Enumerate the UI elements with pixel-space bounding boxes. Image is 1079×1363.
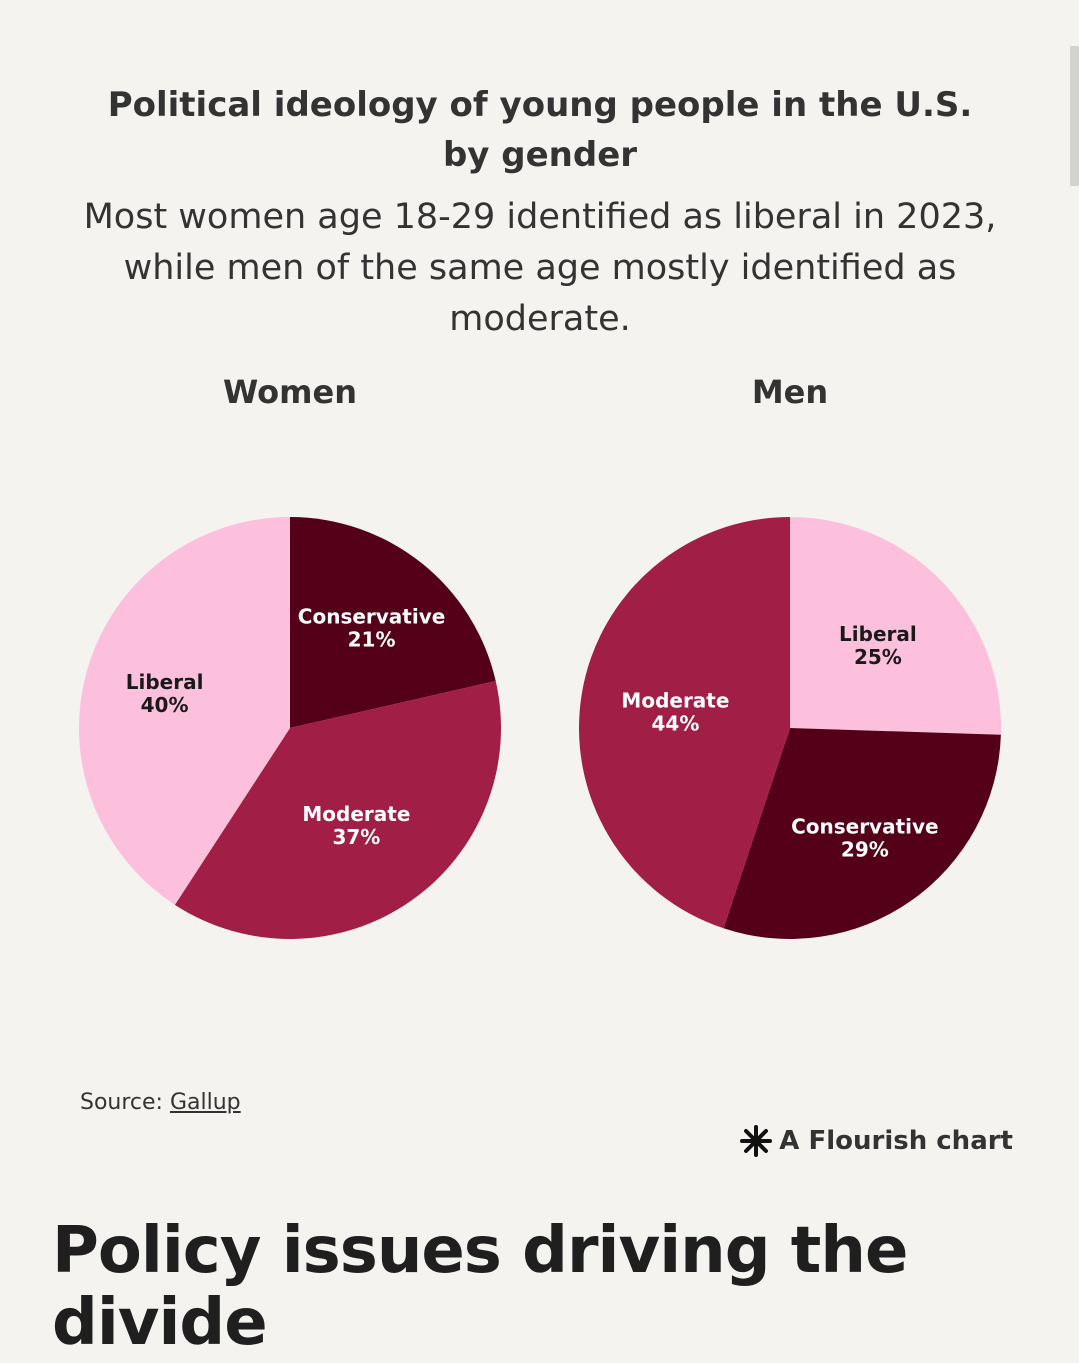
- pie-value-moderate: 37%: [332, 825, 380, 849]
- section-heading: Policy issues driving the divide: [52, 1214, 908, 1360]
- pie-slice-conservative[interactable]: [723, 728, 1001, 939]
- pie-slice-moderate[interactable]: [578, 517, 790, 929]
- pie-slice-moderate[interactable]: [174, 681, 501, 940]
- pie-label-conservative: Conservative: [791, 814, 939, 838]
- pie-label-conservative: Conservative: [298, 605, 446, 629]
- chart-title: Political ideology of young people in th…: [107, 85, 973, 175]
- pie-value-moderate: 44%: [652, 711, 700, 735]
- pie-value-conservative: 21%: [348, 628, 396, 652]
- flourish-asterisk-icon: [740, 1125, 773, 1157]
- pie-slice-conservative[interactable]: [290, 517, 496, 728]
- source-link[interactable]: Gallup: [169, 1090, 241, 1115]
- pie-value-liberal: 40%: [141, 693, 189, 717]
- pie-title-men: Men: [751, 373, 829, 411]
- scrollbar[interactable]: [1070, 46, 1079, 186]
- pie-label-moderate: Moderate: [621, 688, 729, 712]
- pie-label-moderate: Moderate: [302, 802, 410, 826]
- flourish-credit-link[interactable]: A Flourish chart: [739, 1124, 1013, 1158]
- chart-subtitle: Most women age 18-29 identified as liber…: [83, 197, 997, 339]
- pie-label-liberal: Liberal: [126, 670, 204, 694]
- pie-value-liberal: 25%: [854, 645, 902, 669]
- pie-slice-liberal[interactable]: [78, 517, 290, 905]
- pie-value-conservative: 29%: [841, 837, 889, 861]
- pie-slice-liberal[interactable]: [790, 517, 1001, 735]
- source-line: Source: Gallup: [80, 1090, 241, 1115]
- pie-title-women: Women: [223, 373, 357, 411]
- source-prefix: Source:: [80, 1090, 170, 1115]
- flourish-credit-text: A Flourish chart: [779, 1126, 1013, 1156]
- pie-label-liberal: Liberal: [839, 622, 917, 646]
